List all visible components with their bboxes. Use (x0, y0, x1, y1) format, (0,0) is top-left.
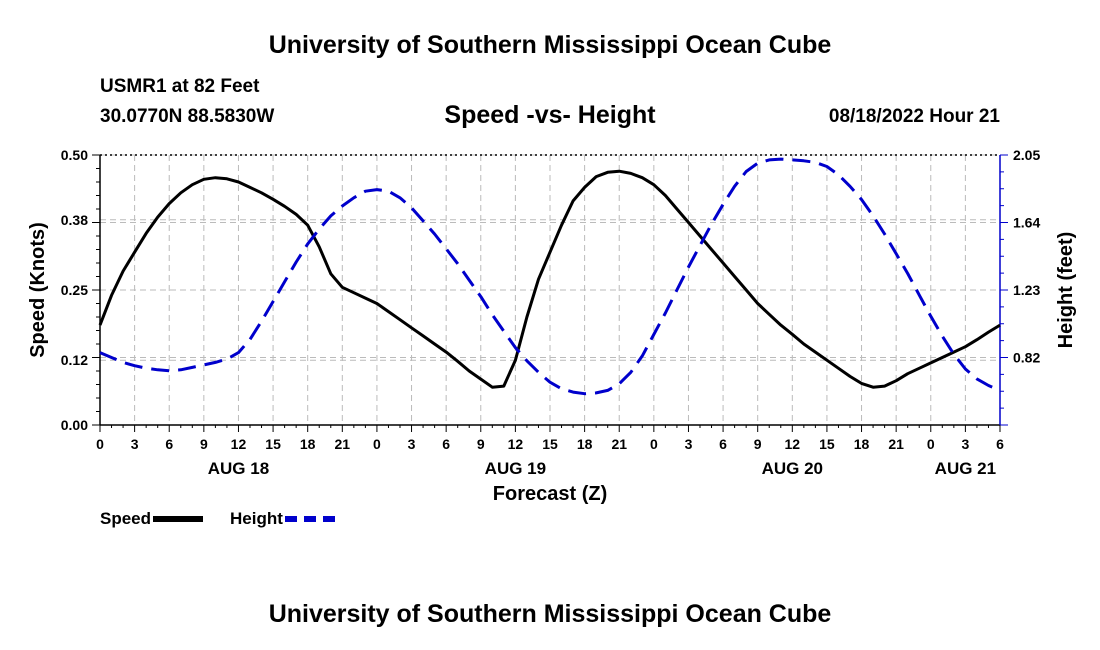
x-axis-title: Forecast (Z) (493, 483, 607, 505)
date-label: AUG 21 (935, 459, 996, 478)
legend-speed-swatch (153, 516, 204, 522)
x-tick-label: 18 (577, 436, 593, 452)
legend-speed-label: Speed (100, 509, 152, 528)
x-tick-label: 21 (335, 436, 351, 452)
x-tick-label: 3 (131, 436, 139, 452)
x-tick-label: 0 (927, 436, 935, 452)
x-tick-label: 15 (819, 436, 835, 452)
y-tick-label-left: 0.25 (61, 282, 88, 298)
y-tick-label-left: 0.38 (61, 212, 88, 228)
x-tick-label: 9 (200, 436, 208, 452)
x-tick-label: 3 (961, 436, 969, 452)
y-tick-label-left: 0.50 (61, 147, 88, 163)
y-tick-label-right: 0.82 (1013, 350, 1040, 366)
y-tick-label-left: 0.00 (61, 417, 88, 433)
date-label: AUG 20 (762, 459, 823, 478)
x-tick-label: 9 (477, 436, 485, 452)
legend-height: Height (230, 509, 335, 529)
x-tick-label: 6 (165, 436, 173, 452)
y-axis-title-right: Height (feet) (1055, 232, 1077, 349)
x-tick-label: 9 (754, 436, 762, 452)
x-tick-label: 6 (996, 436, 1004, 452)
x-tick-label: 12 (785, 436, 801, 452)
x-tick-label: 0 (96, 436, 104, 452)
y-tick-label-right: 2.05 (1013, 147, 1040, 163)
x-tick-label: 21 (611, 436, 627, 452)
x-tick-label: 6 (442, 436, 450, 452)
y-axis-title-left: Speed (Knots) (27, 222, 49, 358)
chart-title: University of Southern Mississippi Ocean… (268, 31, 832, 59)
date-label: AUG 19 (485, 459, 546, 478)
x-tick-label: 18 (854, 436, 870, 452)
axes (92, 154, 1008, 432)
date-label: AUG 18 (208, 459, 269, 478)
x-tick-label: 15 (265, 436, 281, 452)
x-tick-label: 0 (373, 436, 381, 452)
series-line-height (99, 157, 1001, 396)
y-tick-label-left: 0.12 (61, 352, 88, 368)
chart-subtitle: Speed -vs- Height (444, 101, 656, 129)
x-tick-label: 21 (888, 436, 904, 452)
x-tick-label: 3 (685, 436, 693, 452)
y-tick-label-right: 1.64 (1013, 215, 1040, 231)
y-tick-label-right: 1.23 (1013, 282, 1040, 298)
axis-labels: 0.00 0.12 0.25 0.38 0.50 0.82 1.23 1.64 2.05 0 3 6 9… (27, 147, 1077, 505)
legend-height-swatch (284, 516, 335, 522)
coordinates-label: 30.0770N 88.5830W (100, 106, 275, 127)
legend-speed: Speed (100, 509, 204, 529)
legend-height-label: Height (230, 509, 283, 528)
footer-title: University of Southern Mississippi Ocean… (268, 600, 832, 628)
x-tick-label: 12 (508, 436, 524, 452)
x-tick-label: 15 (542, 436, 558, 452)
series-line-speed (98, 169, 1001, 389)
x-tick-label: 12 (231, 436, 247, 452)
datetime-label: 08/18/2022 Hour 21 (828, 106, 1000, 127)
x-tick-label: 0 (650, 436, 658, 452)
x-tick-label: 18 (300, 436, 316, 452)
station-label: USMR1 at 82 Feet (100, 76, 260, 97)
series (98, 157, 1001, 396)
x-tick-label: 3 (408, 436, 416, 452)
x-tick-label: 6 (719, 436, 727, 452)
